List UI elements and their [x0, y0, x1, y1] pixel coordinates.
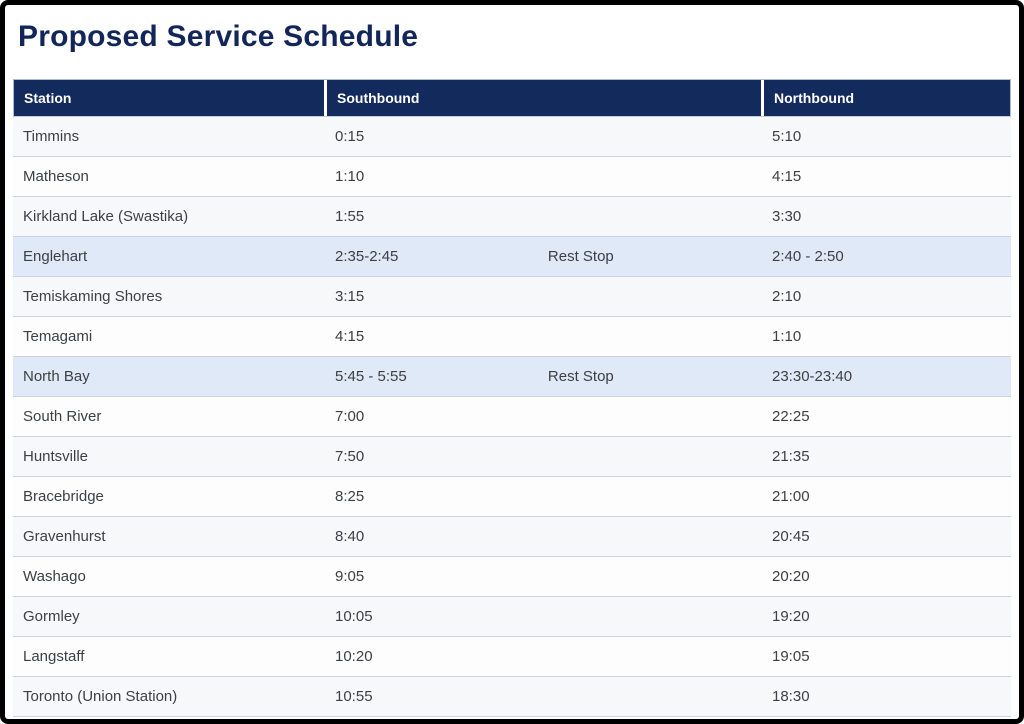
station-cell: Washago: [23, 568, 86, 585]
table-row: Bracebridge 8:25 21:00: [13, 477, 1011, 517]
northbound-cell: 22:25: [772, 408, 810, 425]
table-row: Matheson 1:10 4:15: [13, 157, 1011, 197]
table-row: Huntsville 7:50 21:35: [13, 437, 1011, 477]
table-header-row: Station Southbound Northbound: [13, 79, 1011, 117]
southbound-cell: 1:10: [323, 157, 760, 196]
station-cell: Bracebridge: [23, 488, 104, 505]
northbound-cell: 23:30-23:40: [772, 368, 853, 385]
southbound-time: 5:45 - 5:55: [335, 368, 407, 385]
table-body: Timmins 0:15 5:10 Matheson 1:10 4:15 Kir…: [13, 117, 1011, 717]
station-cell: Timmins: [23, 128, 80, 145]
table-row: Temiskaming Shores 3:15 2:10: [13, 277, 1011, 317]
page: Proposed Service Schedule Station Southb…: [5, 5, 1019, 717]
northbound-cell: 1:10: [772, 328, 802, 345]
northbound-cell: 20:20: [772, 568, 810, 585]
northbound-cell: 19:05: [772, 648, 810, 665]
northbound-cell: 3:30: [772, 208, 802, 225]
northbound-cell: 19:20: [772, 608, 810, 625]
station-cell: South River: [23, 408, 102, 425]
station-cell: Toronto (Union Station): [23, 688, 178, 705]
southbound-time: 10:05: [335, 608, 373, 625]
southbound-cell: 10:20: [323, 637, 760, 676]
station-cell: Gormley: [23, 608, 80, 625]
station-cell: North Bay: [23, 368, 90, 385]
southbound-time: 8:25: [335, 488, 365, 505]
southbound-cell: 8:40: [323, 517, 760, 556]
southbound-cell: 2:35-2:45 Rest Stop: [323, 237, 760, 276]
southbound-time: 8:40: [335, 528, 365, 545]
southbound-time: 0:15: [335, 128, 365, 145]
southbound-cell: 5:45 - 5:55 Rest Stop: [323, 357, 760, 396]
southbound-cell: 7:00: [323, 397, 760, 436]
column-header-southbound: Southbound: [324, 80, 761, 116]
northbound-cell: 4:15: [772, 168, 802, 185]
southbound-cell: 8:25: [323, 477, 760, 516]
southbound-time: 7:50: [335, 448, 365, 465]
southbound-time: 10:20: [335, 648, 373, 665]
rest-stop-label: Rest Stop: [547, 368, 614, 385]
station-cell: Huntsville: [23, 448, 89, 465]
northbound-cell: 5:10: [772, 128, 802, 145]
rest-stop-label: Rest Stop: [547, 248, 614, 265]
northbound-cell: 2:10: [772, 288, 802, 305]
southbound-time: 4:15: [335, 328, 365, 345]
schedule-table: Station Southbound Northbound Timmins 0:…: [13, 79, 1011, 717]
southbound-time: 7:00: [335, 408, 365, 425]
southbound-time: 10:55: [335, 688, 373, 705]
table-row: Kirkland Lake (Swastika) 1:55 3:30: [13, 197, 1011, 237]
station-cell: Englehart: [23, 248, 88, 265]
southbound-cell: 7:50: [323, 437, 760, 476]
northbound-cell: 18:30: [772, 688, 810, 705]
column-header-station: Station: [24, 90, 72, 106]
station-cell: Gravenhurst: [23, 528, 106, 545]
southbound-cell: 10:05: [323, 597, 760, 636]
southbound-cell: 1:55: [323, 197, 760, 236]
station-cell: Temiskaming Shores: [23, 288, 163, 305]
column-header-northbound: Northbound: [761, 80, 1010, 116]
station-cell: Langstaff: [23, 648, 85, 665]
southbound-time: 9:05: [335, 568, 365, 585]
station-cell: Kirkland Lake (Swastika): [23, 208, 189, 225]
southbound-cell: 3:15: [323, 277, 760, 316]
table-row: South River 7:00 22:25: [13, 397, 1011, 437]
table-row: Gravenhurst 8:40 20:45: [13, 517, 1011, 557]
northbound-cell: 20:45: [772, 528, 810, 545]
table-row: Englehart 2:35-2:45 Rest Stop 2:40 - 2:5…: [13, 237, 1011, 277]
northbound-cell: 2:40 - 2:50: [772, 248, 844, 265]
page-title: Proposed Service Schedule: [18, 20, 419, 53]
station-cell: Matheson: [23, 168, 89, 185]
table-row: Timmins 0:15 5:10: [13, 117, 1011, 157]
southbound-time: 1:55: [335, 208, 365, 225]
table-row: Washago 9:05 20:20: [13, 557, 1011, 597]
southbound-time: 2:35-2:45: [335, 248, 399, 265]
southbound-time: 1:10: [335, 168, 365, 185]
table-row: Toronto (Union Station) 10:55 18:30: [13, 677, 1011, 717]
table-row: Gormley 10:05 19:20: [13, 597, 1011, 637]
northbound-cell: 21:00: [772, 488, 810, 505]
southbound-cell: 9:05: [323, 557, 760, 596]
table-row: Langstaff 10:20 19:05: [13, 637, 1011, 677]
southbound-time: 3:15: [335, 288, 365, 305]
station-cell: Temagami: [23, 328, 93, 345]
table-row: Temagami 4:15 1:10: [13, 317, 1011, 357]
southbound-cell: 10:55: [323, 677, 760, 716]
northbound-cell: 21:35: [772, 448, 810, 465]
table-row: North Bay 5:45 - 5:55 Rest Stop 23:30-23…: [13, 357, 1011, 397]
southbound-cell: 4:15: [323, 317, 760, 356]
southbound-cell: 0:15: [323, 117, 760, 156]
